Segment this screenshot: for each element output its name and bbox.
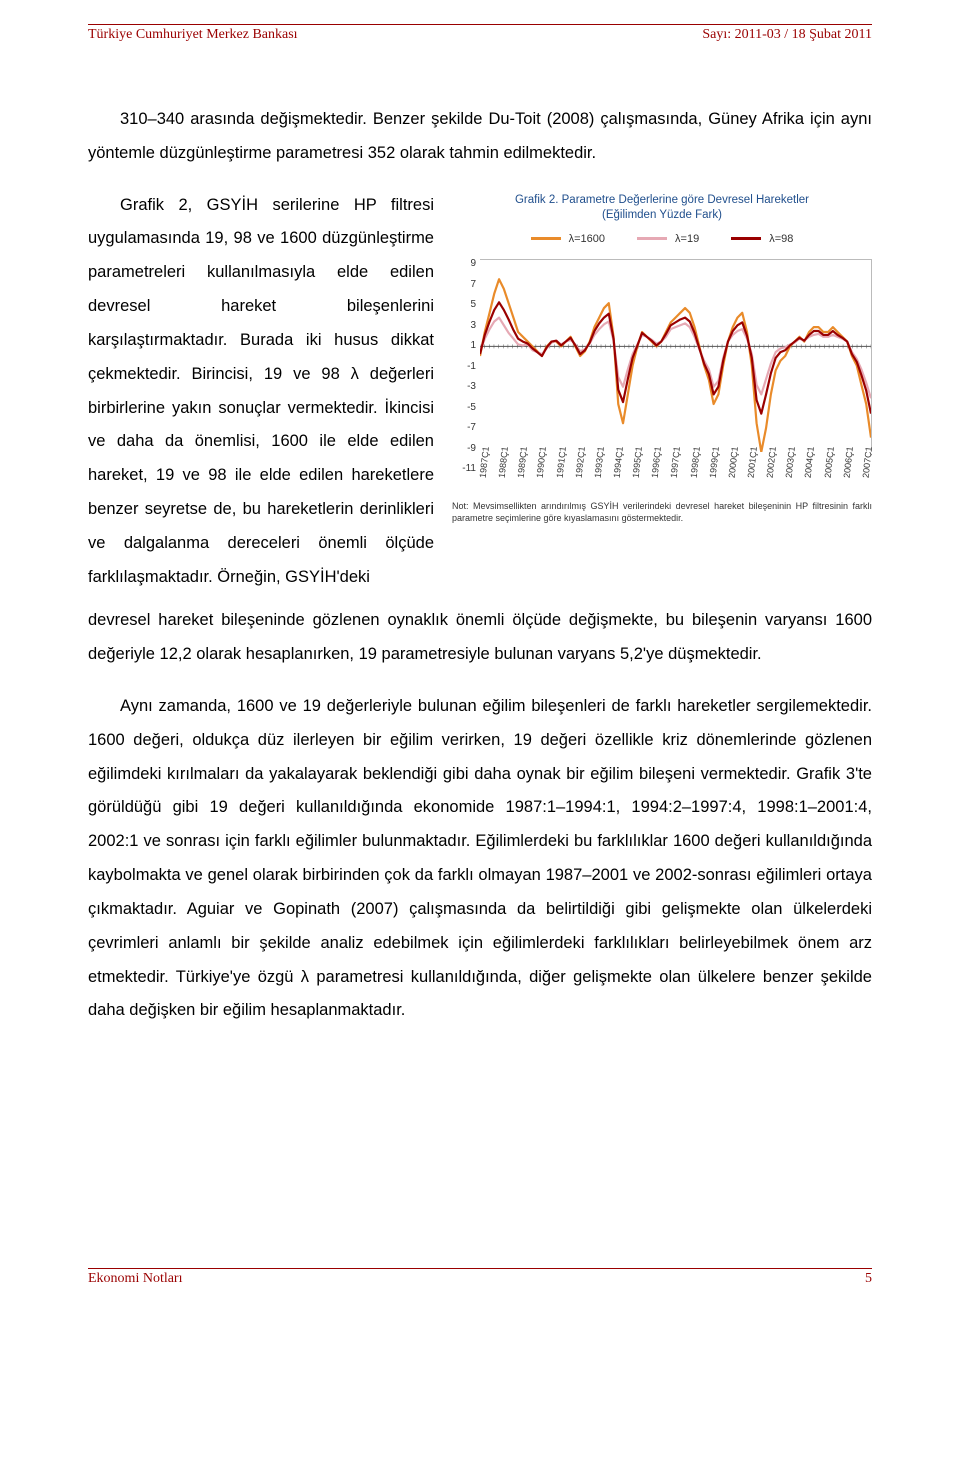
y-tick: -3 <box>452 377 476 398</box>
y-tick: 5 <box>452 295 476 316</box>
x-tick: 1988Ç1 <box>498 452 510 479</box>
page-footer: Ekonomi Notları 5 <box>88 1271 872 1287</box>
y-tick: -7 <box>452 418 476 439</box>
paragraph-2-with-chart: Grafik 2. Parametre Değerlerine göre Dev… <box>88 189 872 595</box>
y-tick: 3 <box>452 316 476 337</box>
x-tick: 2002Ç1 <box>766 452 778 479</box>
footer-rule <box>88 1268 872 1269</box>
series-l1600 <box>480 279 871 452</box>
chart-plot: 97531-1-3-5-7-9-11 1987Ç11988Ç11989Ç1199… <box>452 254 872 474</box>
x-tick: 1990Ç1 <box>536 452 548 479</box>
header-left: Türkiye Cumhuriyet Merkez Bankası <box>88 27 298 43</box>
chart-plot-area <box>480 259 872 452</box>
x-tick: 1999Ç1 <box>708 452 720 479</box>
y-tick: 1 <box>452 336 476 357</box>
document-page: Türkiye Cumhuriyet Merkez Bankası Sayı: … <box>0 0 960 1317</box>
x-tick: 1995Ç1 <box>632 452 644 479</box>
y-tick: 9 <box>452 254 476 275</box>
x-tick: 1997Ç1 <box>670 452 682 479</box>
chart-title-line1: Grafik 2. Parametre Değerlerine göre Dev… <box>515 194 809 206</box>
paragraph-1: 310–340 arasında değişmektedir. Benzer ş… <box>88 103 872 171</box>
footer-page-number: 5 <box>865 1271 872 1287</box>
body-text: 310–340 arasında değişmektedir. Benzer ş… <box>88 103 872 1028</box>
y-tick: -5 <box>452 398 476 419</box>
chart-note: Not: Mevsimsellikten arındırılmış GSYİH … <box>452 500 872 524</box>
legend-swatch-98 <box>731 237 761 240</box>
chart-legend: λ=1600 λ=19 λ=98 <box>452 228 872 251</box>
legend-label-1600: λ=1600 <box>569 228 605 251</box>
chart-box: Grafik 2. Parametre Değerlerine göre Dev… <box>452 193 872 525</box>
page-header: Türkiye Cumhuriyet Merkez Bankası Sayı: … <box>88 27 872 43</box>
x-tick: 1993Ç1 <box>594 452 606 479</box>
chart-x-ticks: 1987Ç1 1988Ç1 1989Ç1 1990Ç1 1991Ç1 1992Ç1 1993… <box>480 452 872 478</box>
x-tick: 1996Ç1 <box>651 452 663 479</box>
x-tick: 1987Ç1 <box>479 452 491 479</box>
x-tick: 2001Ç1 <box>747 452 759 479</box>
x-tick: 2005Ç1 <box>823 452 835 479</box>
y-tick: -11 <box>452 459 476 480</box>
x-tick: 1989Ç1 <box>517 452 529 479</box>
chart-title: Grafik 2. Parametre Değerlerine göre Dev… <box>452 193 872 224</box>
legend-item-1600: λ=1600 <box>531 228 605 251</box>
footer-left: Ekonomi Notları <box>88 1271 183 1287</box>
y-tick: -1 <box>452 357 476 378</box>
x-tick: 1992Ç1 <box>574 452 586 479</box>
x-tick: 2004Ç1 <box>804 452 816 479</box>
legend-swatch-1600 <box>531 237 561 240</box>
header-right: Sayı: 2011-03 / 18 Şubat 2011 <box>702 27 872 43</box>
y-tick: 7 <box>452 275 476 296</box>
legend-label-98: λ=98 <box>769 228 793 251</box>
x-tick: 1998Ç1 <box>689 452 701 479</box>
paragraph-3: Aynı zamanda, 1600 ve 19 değerleriyle bu… <box>88 690 872 1028</box>
x-tick: 2003Ç1 <box>785 452 797 479</box>
legend-label-19: λ=19 <box>675 228 699 251</box>
paragraph-2-continuation: devresel hareket bileşeninde gözlenen oy… <box>88 604 872 672</box>
x-tick: 1994Ç1 <box>613 452 625 479</box>
chart-title-line2: (Eğilimden Yüzde Fark) <box>602 209 722 221</box>
x-tick: 2007Ç1 <box>861 452 872 479</box>
chart-y-ticks: 97531-1-3-5-7-9-11 <box>452 254 480 452</box>
legend-item-98: λ=98 <box>731 228 793 251</box>
y-tick: -9 <box>452 439 476 460</box>
x-tick: 1991Ç1 <box>555 452 567 479</box>
legend-item-19: λ=19 <box>637 228 699 251</box>
x-tick: 2000Ç1 <box>727 452 739 479</box>
x-tick: 2006Ç1 <box>842 452 854 479</box>
chart-svg <box>480 260 871 452</box>
header-rule <box>88 24 872 25</box>
legend-swatch-19 <box>637 237 667 240</box>
